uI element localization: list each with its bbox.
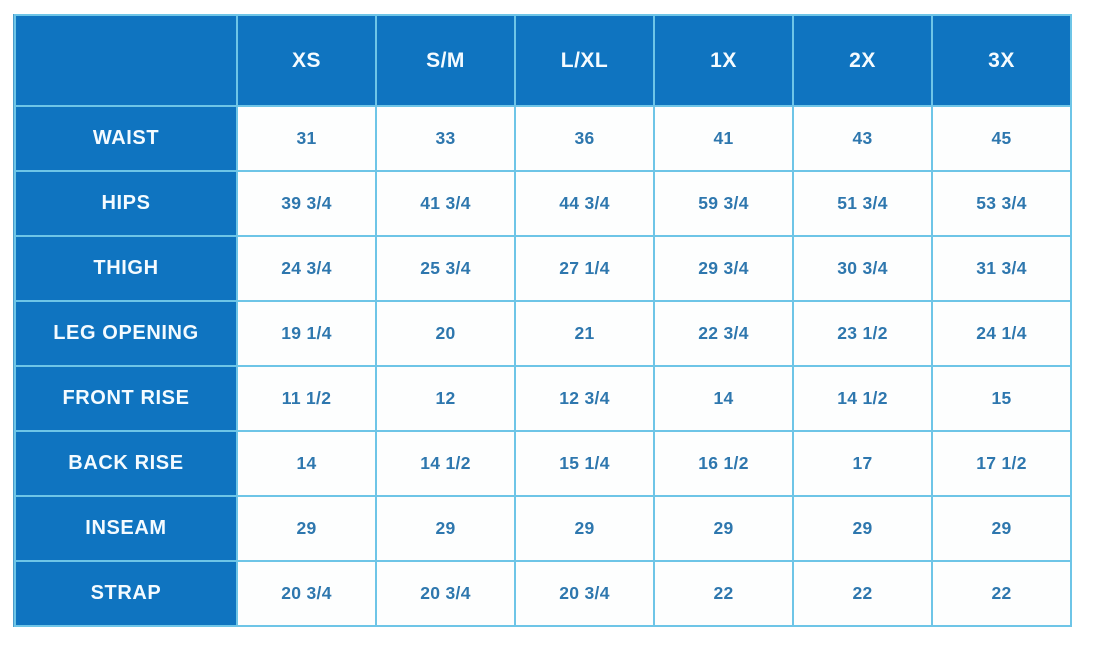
row-label-strap: STRAP <box>14 560 238 627</box>
cell-strap-1x: 22 <box>653 560 794 627</box>
size-header-row: XS S/M L/XL 1X 2X 3X <box>14 14 1072 107</box>
row-label-front-rise: FRONT RISE <box>14 365 238 432</box>
cell-strap-lxl: 20 3/4 <box>514 560 655 627</box>
cell-leg-opening-sm: 20 <box>375 300 516 367</box>
table-row-leg-opening: LEG OPENING 19 1/4 20 21 22 3/4 23 1/2 2… <box>14 300 1072 367</box>
size-header-xs: XS <box>236 14 377 107</box>
cell-back-rise-xs: 14 <box>236 430 377 497</box>
cell-front-rise-sm: 12 <box>375 365 516 432</box>
cell-strap-3x: 22 <box>931 560 1072 627</box>
table-row-waist: WAIST 31 33 36 41 43 45 <box>14 105 1072 172</box>
cell-thigh-1x: 29 3/4 <box>653 235 794 302</box>
row-label-back-rise: BACK RISE <box>14 430 238 497</box>
table-row-strap: STRAP 20 3/4 20 3/4 20 3/4 22 22 22 <box>14 560 1072 627</box>
cell-front-rise-3x: 15 <box>931 365 1072 432</box>
cell-waist-1x: 41 <box>653 105 794 172</box>
row-label-thigh: THIGH <box>14 235 238 302</box>
cell-waist-3x: 45 <box>931 105 1072 172</box>
cell-back-rise-sm: 14 1/2 <box>375 430 516 497</box>
cell-waist-sm: 33 <box>375 105 516 172</box>
cell-hips-2x: 51 3/4 <box>792 170 933 237</box>
cell-waist-2x: 43 <box>792 105 933 172</box>
cell-front-rise-2x: 14 1/2 <box>792 365 933 432</box>
cell-leg-opening-lxl: 21 <box>514 300 655 367</box>
cell-hips-lxl: 44 3/4 <box>514 170 655 237</box>
cell-thigh-xs: 24 3/4 <box>236 235 377 302</box>
cell-back-rise-1x: 16 1/2 <box>653 430 794 497</box>
table-row-inseam: INSEAM 29 29 29 29 29 29 <box>14 495 1072 562</box>
cell-waist-lxl: 36 <box>514 105 655 172</box>
cell-back-rise-lxl: 15 1/4 <box>514 430 655 497</box>
cell-inseam-sm: 29 <box>375 495 516 562</box>
cell-thigh-2x: 30 3/4 <box>792 235 933 302</box>
corner-cell <box>14 14 238 107</box>
size-chart-table: XS S/M L/XL 1X 2X 3X WAIST 31 33 36 41 4… <box>14 14 1072 627</box>
cell-front-rise-xs: 11 1/2 <box>236 365 377 432</box>
size-header-sm: S/M <box>375 14 516 107</box>
cell-front-rise-lxl: 12 3/4 <box>514 365 655 432</box>
cell-hips-3x: 53 3/4 <box>931 170 1072 237</box>
cell-thigh-sm: 25 3/4 <box>375 235 516 302</box>
cell-leg-opening-3x: 24 1/4 <box>931 300 1072 367</box>
table-row-thigh: THIGH 24 3/4 25 3/4 27 1/4 29 3/4 30 3/4… <box>14 235 1072 302</box>
cell-back-rise-3x: 17 1/2 <box>931 430 1072 497</box>
cell-inseam-xs: 29 <box>236 495 377 562</box>
cell-strap-xs: 20 3/4 <box>236 560 377 627</box>
cell-leg-opening-1x: 22 3/4 <box>653 300 794 367</box>
table-row-back-rise: BACK RISE 14 14 1/2 15 1/4 16 1/2 17 17 … <box>14 430 1072 497</box>
row-label-hips: HIPS <box>14 170 238 237</box>
cell-front-rise-1x: 14 <box>653 365 794 432</box>
row-label-inseam: INSEAM <box>14 495 238 562</box>
table-row-front-rise: FRONT RISE 11 1/2 12 12 3/4 14 14 1/2 15 <box>14 365 1072 432</box>
cell-strap-sm: 20 3/4 <box>375 560 516 627</box>
table-row-hips: HIPS 39 3/4 41 3/4 44 3/4 59 3/4 51 3/4 … <box>14 170 1072 237</box>
cell-inseam-lxl: 29 <box>514 495 655 562</box>
cell-inseam-2x: 29 <box>792 495 933 562</box>
cell-back-rise-2x: 17 <box>792 430 933 497</box>
cell-inseam-3x: 29 <box>931 495 1072 562</box>
row-label-waist: WAIST <box>14 105 238 172</box>
size-header-2x: 2X <box>792 14 933 107</box>
cell-thigh-3x: 31 3/4 <box>931 235 1072 302</box>
size-header-lxl: L/XL <box>514 14 655 107</box>
size-header-3x: 3X <box>931 14 1072 107</box>
cell-hips-sm: 41 3/4 <box>375 170 516 237</box>
row-label-leg-opening: LEG OPENING <box>14 300 238 367</box>
cell-strap-2x: 22 <box>792 560 933 627</box>
cell-leg-opening-2x: 23 1/2 <box>792 300 933 367</box>
cell-hips-xs: 39 3/4 <box>236 170 377 237</box>
cell-inseam-1x: 29 <box>653 495 794 562</box>
cell-leg-opening-xs: 19 1/4 <box>236 300 377 367</box>
cell-hips-1x: 59 3/4 <box>653 170 794 237</box>
size-header-1x: 1X <box>653 14 794 107</box>
cell-waist-xs: 31 <box>236 105 377 172</box>
cell-thigh-lxl: 27 1/4 <box>514 235 655 302</box>
